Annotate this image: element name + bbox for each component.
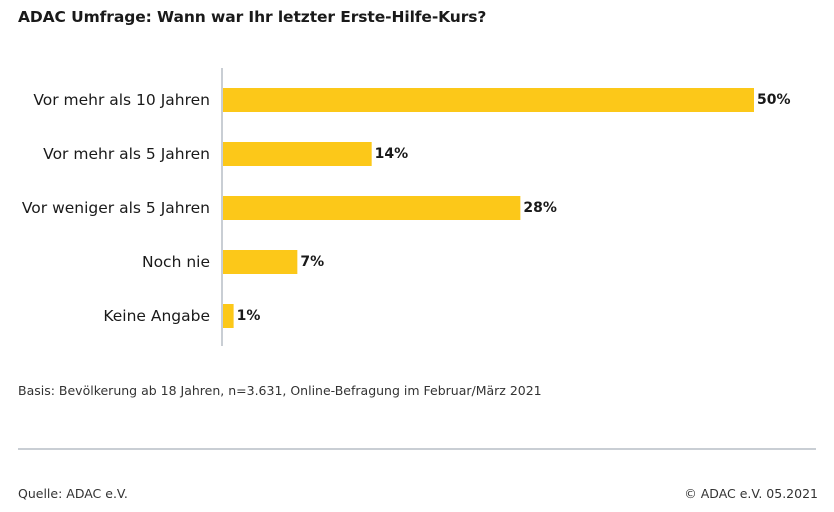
value-label: 50% bbox=[757, 92, 791, 108]
value-label: 14% bbox=[375, 146, 409, 162]
chart-title: ADAC Umfrage: Wann war Ihr letzter Erste… bbox=[18, 8, 487, 26]
bar-1 bbox=[223, 142, 372, 166]
bar-2 bbox=[223, 196, 521, 220]
category-label: Noch nie bbox=[142, 253, 210, 271]
category-label: Vor mehr als 5 Jahren bbox=[43, 145, 210, 163]
category-label: Vor weniger als 5 Jahren bbox=[22, 199, 210, 217]
bar-0 bbox=[223, 88, 754, 112]
copyright-note: © ADAC e.V. 05.2021 bbox=[684, 486, 818, 501]
category-label: Vor mehr als 10 Jahren bbox=[33, 91, 210, 109]
basis-note: Basis: Bevölkerung ab 18 Jahren, n=3.631… bbox=[18, 383, 542, 398]
source-note: Quelle: ADAC e.V. bbox=[18, 486, 128, 501]
bar-3 bbox=[223, 250, 298, 274]
value-label: 1% bbox=[237, 308, 261, 324]
value-label: 28% bbox=[523, 200, 557, 216]
value-label: 7% bbox=[300, 254, 324, 270]
bars-group: Vor mehr als 10 Jahren 50% Vor mehr als 5 … bbox=[22, 88, 791, 328]
category-label: Keine Angabe bbox=[103, 307, 210, 325]
bar-4 bbox=[223, 304, 234, 328]
bar-chart: Vor mehr als 10 Jahren 50% Vor mehr als 5 … bbox=[22, 68, 791, 346]
divider bbox=[18, 448, 816, 450]
